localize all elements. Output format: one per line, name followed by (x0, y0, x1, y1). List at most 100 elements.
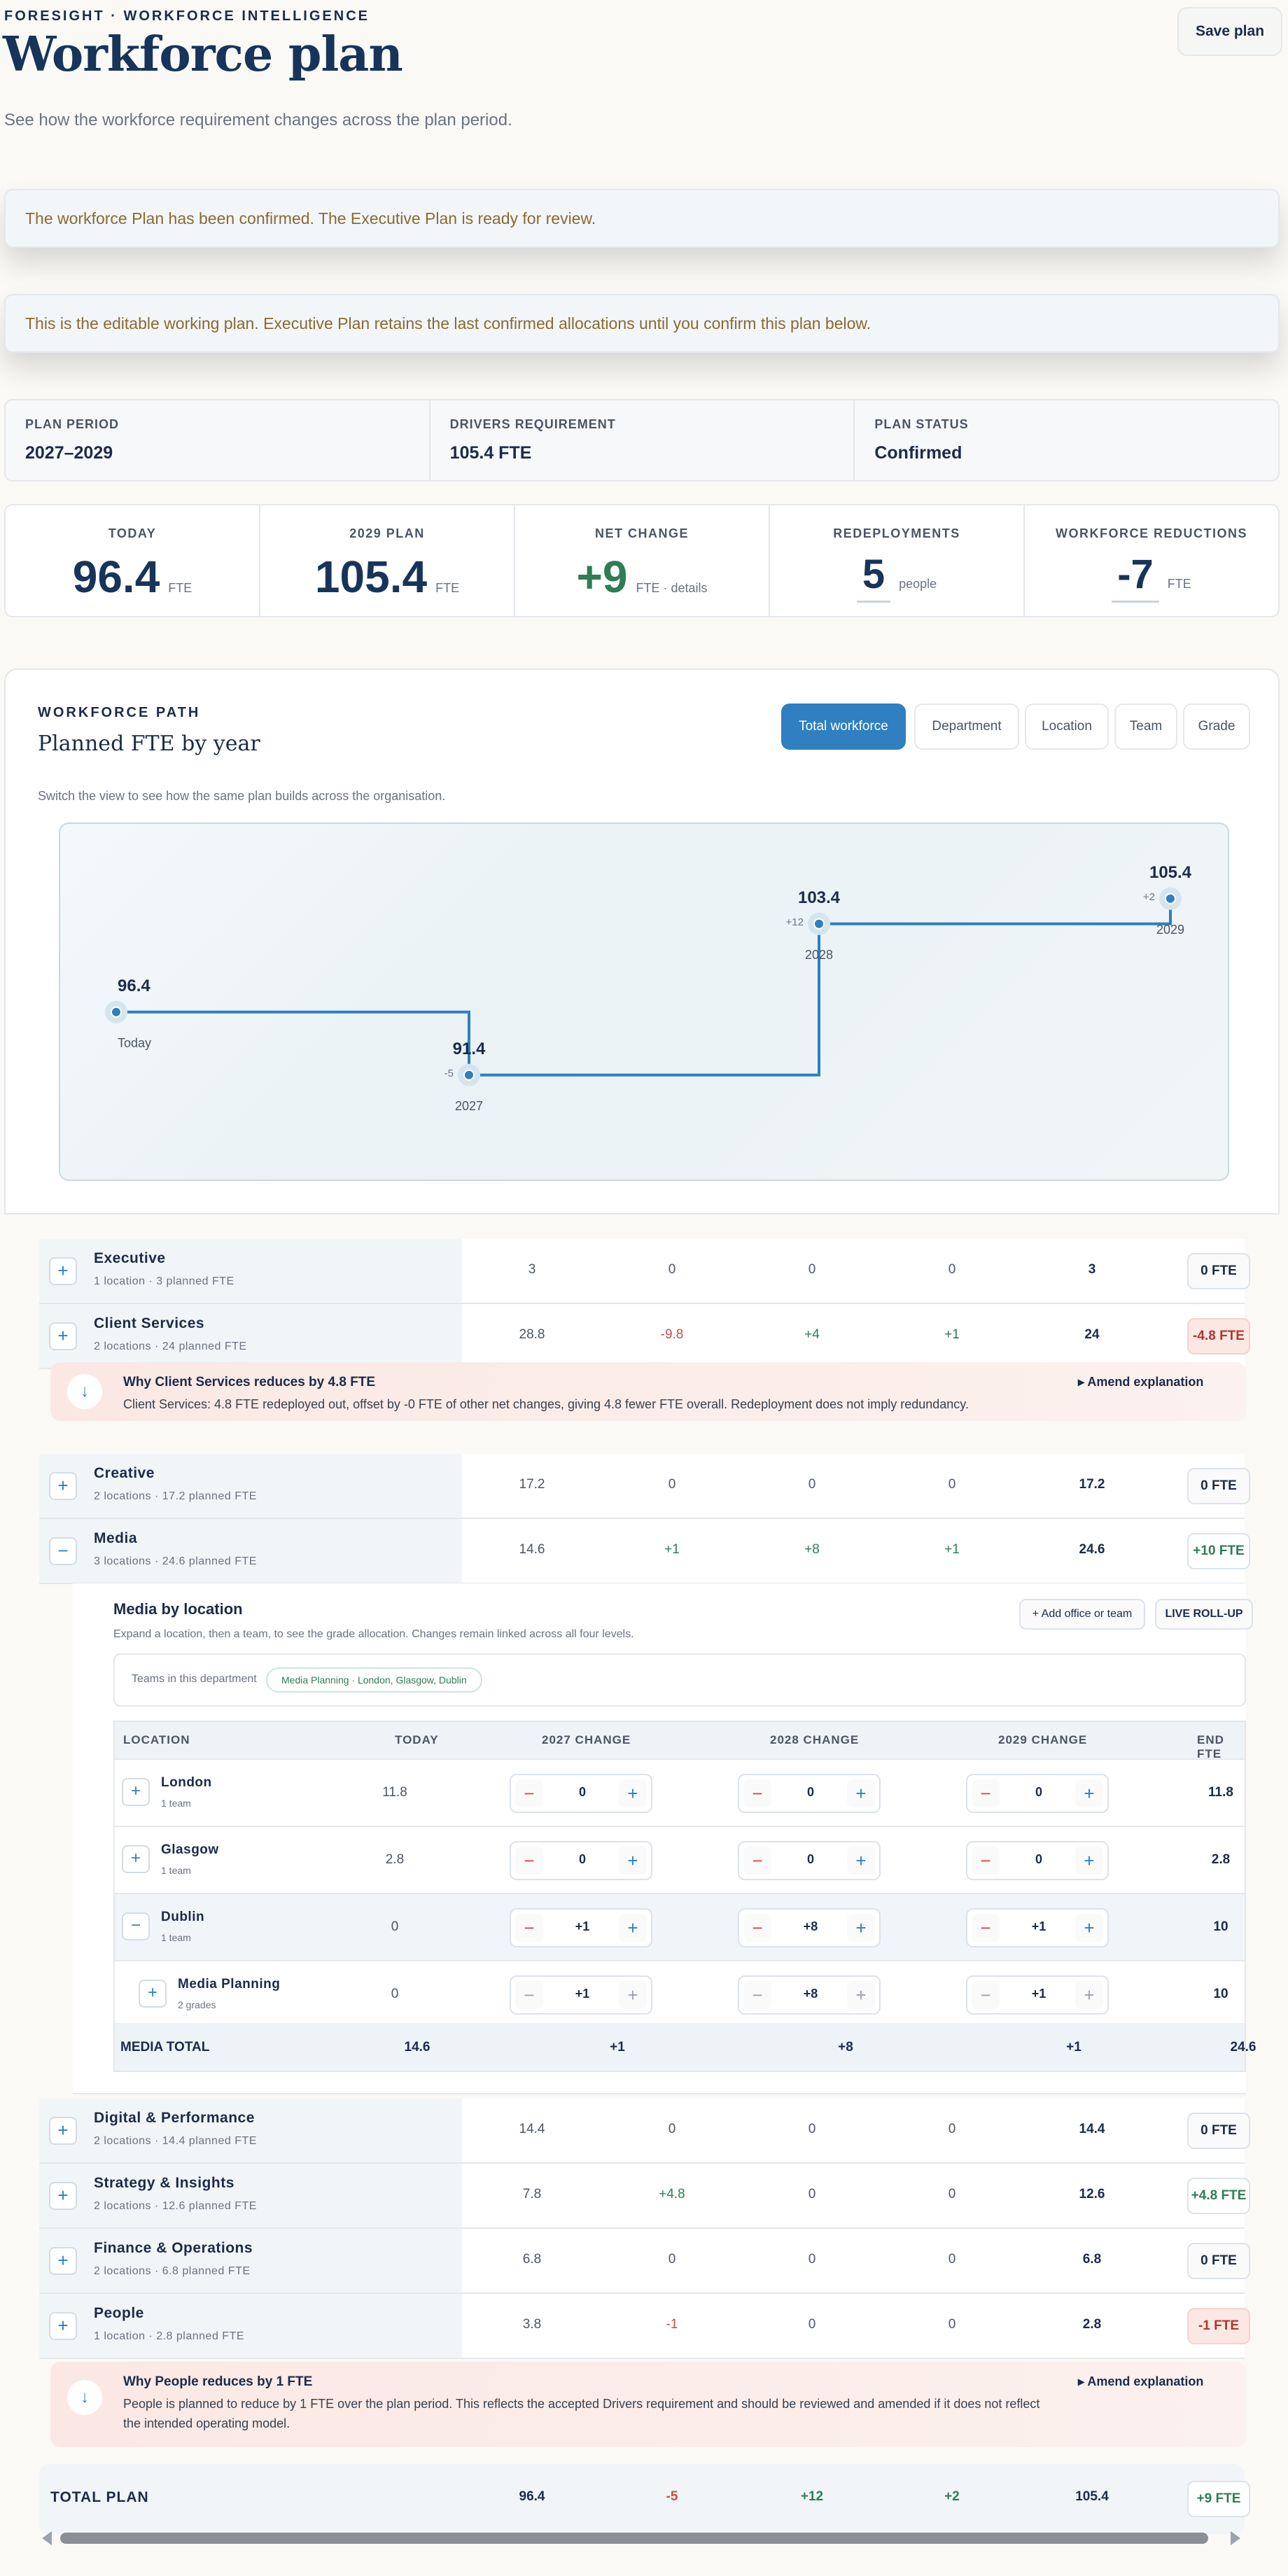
add-office-button[interactable]: + Add office or team (1019, 1599, 1145, 1630)
increment-button[interactable]: + (619, 1779, 647, 1807)
horizontal-scrollbar[interactable] (39, 2530, 1245, 2548)
scroll-right-arrow-icon[interactable] (1231, 2531, 1240, 2545)
data-point[interactable] (1165, 892, 1176, 904)
stepper-value[interactable]: 0 (806, 1852, 814, 1866)
kpi-reductions[interactable]: WORKFORCE REDUCTIONS -7 FTE (1025, 505, 1278, 616)
increment-button[interactable]: + (847, 1914, 875, 1942)
stepper-value[interactable]: +8 (803, 1919, 818, 1933)
kpi-net-details-link[interactable]: FTE · details (636, 581, 708, 595)
page-title: Workforce plan (3, 27, 403, 83)
cell-end: 2.8 (1082, 2317, 1102, 2332)
save-plan-button[interactable]: Save plan (1177, 7, 1282, 56)
cell-c2027: +4.8 (659, 2187, 685, 2202)
collapse-button[interactable]: − (49, 1537, 77, 1565)
expand-button[interactable]: + (49, 1322, 77, 1350)
location-today: 2.8 (385, 1852, 405, 1867)
department-name-cell: + Finance & Operations 2 locations · 6.8 p… (39, 2229, 462, 2292)
stepper-value[interactable]: +1 (575, 1987, 590, 2001)
expand-button[interactable]: + (139, 1980, 167, 2008)
team-chip[interactable]: Media Planning · London, Glasgow, Dublin (266, 1667, 482, 1693)
decrement-button[interactable]: − (972, 1847, 1000, 1875)
decrement-button[interactable]: − (743, 1914, 771, 1942)
change-stepper-c2027: − +1 + (510, 1975, 652, 2015)
increment-button[interactable]: + (1075, 1847, 1103, 1875)
delta-label: +2 (1143, 891, 1155, 903)
stepper-value[interactable]: 0 (1035, 1785, 1042, 1799)
media-panel-title: Media by location (113, 1600, 243, 1618)
location-sub: 1 team (161, 1798, 191, 1809)
scroll-left-arrow-icon[interactable] (42, 2531, 52, 2545)
data-point[interactable] (111, 1006, 122, 1018)
decrement-button[interactable]: − (743, 1981, 771, 2009)
expand-button[interactable]: + (49, 2247, 77, 2275)
increment-button[interactable]: + (847, 1779, 875, 1807)
expand-button[interactable]: + (49, 1472, 77, 1500)
tab-location[interactable]: Location (1025, 704, 1109, 750)
decrement-button[interactable]: − (515, 1779, 543, 1807)
category-label: 2027 (455, 1099, 483, 1113)
plan-period-label: PLAN PERIOD (25, 417, 120, 431)
value-label: 103.4 (798, 888, 841, 907)
stepper-value[interactable]: 0 (806, 1785, 814, 1799)
net-change-badge: 0 FTE (1187, 2243, 1250, 2279)
kpi-net-change[interactable]: NET CHANGE +9 FTE · details (515, 505, 770, 616)
kpi-redeployments[interactable]: REDEPLOYMENTS 5 people (770, 505, 1025, 616)
expand-button[interactable]: + (122, 1845, 150, 1873)
decrement-button[interactable]: − (743, 1847, 771, 1875)
decrement-button[interactable]: − (743, 1779, 771, 1807)
media-total-2027: +1 (610, 2040, 625, 2054)
editable-banner: This is the editable working plan. Execu… (4, 294, 1280, 353)
why-client-title: Why Client Services reduces by 4.8 FTE (123, 1375, 376, 1390)
increment-button[interactable]: + (1075, 1981, 1103, 2009)
cell-c2029: 0 (948, 1477, 956, 1492)
cell-end: 6.8 (1082, 2252, 1102, 2267)
increment-button[interactable]: + (1075, 1779, 1103, 1807)
live-rollup-button[interactable]: LIVE ROLL-UP (1155, 1599, 1253, 1630)
increment-button[interactable]: + (619, 1981, 647, 2009)
kpi-redeploy-value[interactable]: 5 (856, 551, 891, 603)
location-today: 11.8 (382, 1785, 407, 1800)
drivers-label: DRIVERS REQUIREMENT (449, 417, 616, 431)
decrement-button[interactable]: − (515, 1914, 543, 1942)
tab-grade[interactable]: Grade (1183, 704, 1250, 750)
kpi-net-label: NET CHANGE (594, 526, 689, 540)
stepper-value[interactable]: +1 (1031, 1987, 1046, 2001)
amend-explanation-link[interactable]: ▸ Amend explanation (1078, 1375, 1204, 1389)
decrement-button[interactable]: − (515, 1847, 543, 1875)
stepper-value[interactable]: +1 (1031, 1919, 1046, 1933)
increment-button[interactable]: + (619, 1914, 647, 1942)
expand-button[interactable]: + (122, 1778, 150, 1806)
stepper-value[interactable]: 0 (578, 1785, 586, 1799)
increment-button[interactable]: + (847, 1847, 875, 1875)
stepper-value[interactable]: 0 (578, 1852, 586, 1866)
collapse-button[interactable]: − (122, 1912, 150, 1940)
expand-button[interactable]: + (49, 2312, 77, 2340)
kpi-net-value: +9 (576, 552, 628, 602)
tab-department[interactable]: Department (914, 704, 1019, 750)
increment-button[interactable]: + (1075, 1914, 1103, 1942)
expand-button[interactable]: + (49, 2182, 77, 2210)
stepper-value[interactable]: 0 (1035, 1852, 1042, 1866)
tab-total-workforce[interactable]: Total workforce (781, 704, 906, 750)
amend-explanation-link[interactable]: ▸ Amend explanation (1078, 2374, 1204, 2388)
stepper-value[interactable]: +1 (575, 1919, 590, 1933)
tab-team[interactable]: Team (1114, 704, 1177, 750)
decrement-button[interactable]: − (972, 1981, 1000, 2009)
decrement-button[interactable]: − (515, 1981, 543, 2009)
value-label: 91.4 (453, 1040, 486, 1058)
kpi-reduce-value[interactable]: -7 (1112, 551, 1159, 603)
data-point[interactable] (463, 1069, 475, 1081)
increment-button[interactable]: + (619, 1847, 647, 1875)
table-row: + Finance & Operations 2 locations · 6.8 p… (39, 2229, 1250, 2294)
data-point[interactable] (813, 918, 825, 930)
teams-label: Teams in this department (132, 1673, 257, 1685)
stepper-value[interactable]: +8 (803, 1987, 818, 2001)
expand-button[interactable]: + (49, 2117, 77, 2145)
increment-button[interactable]: + (847, 1981, 875, 2009)
plan-status-label: PLAN STATUS (874, 417, 969, 431)
decrement-button[interactable]: − (972, 1779, 1000, 1807)
department-name-cell: + Client Services 2 locations · 24 planned… (39, 1304, 462, 1368)
decrement-button[interactable]: − (972, 1914, 1000, 1942)
scrollbar-thumb[interactable] (60, 2533, 1208, 2544)
expand-button[interactable]: + (49, 1257, 77, 1285)
